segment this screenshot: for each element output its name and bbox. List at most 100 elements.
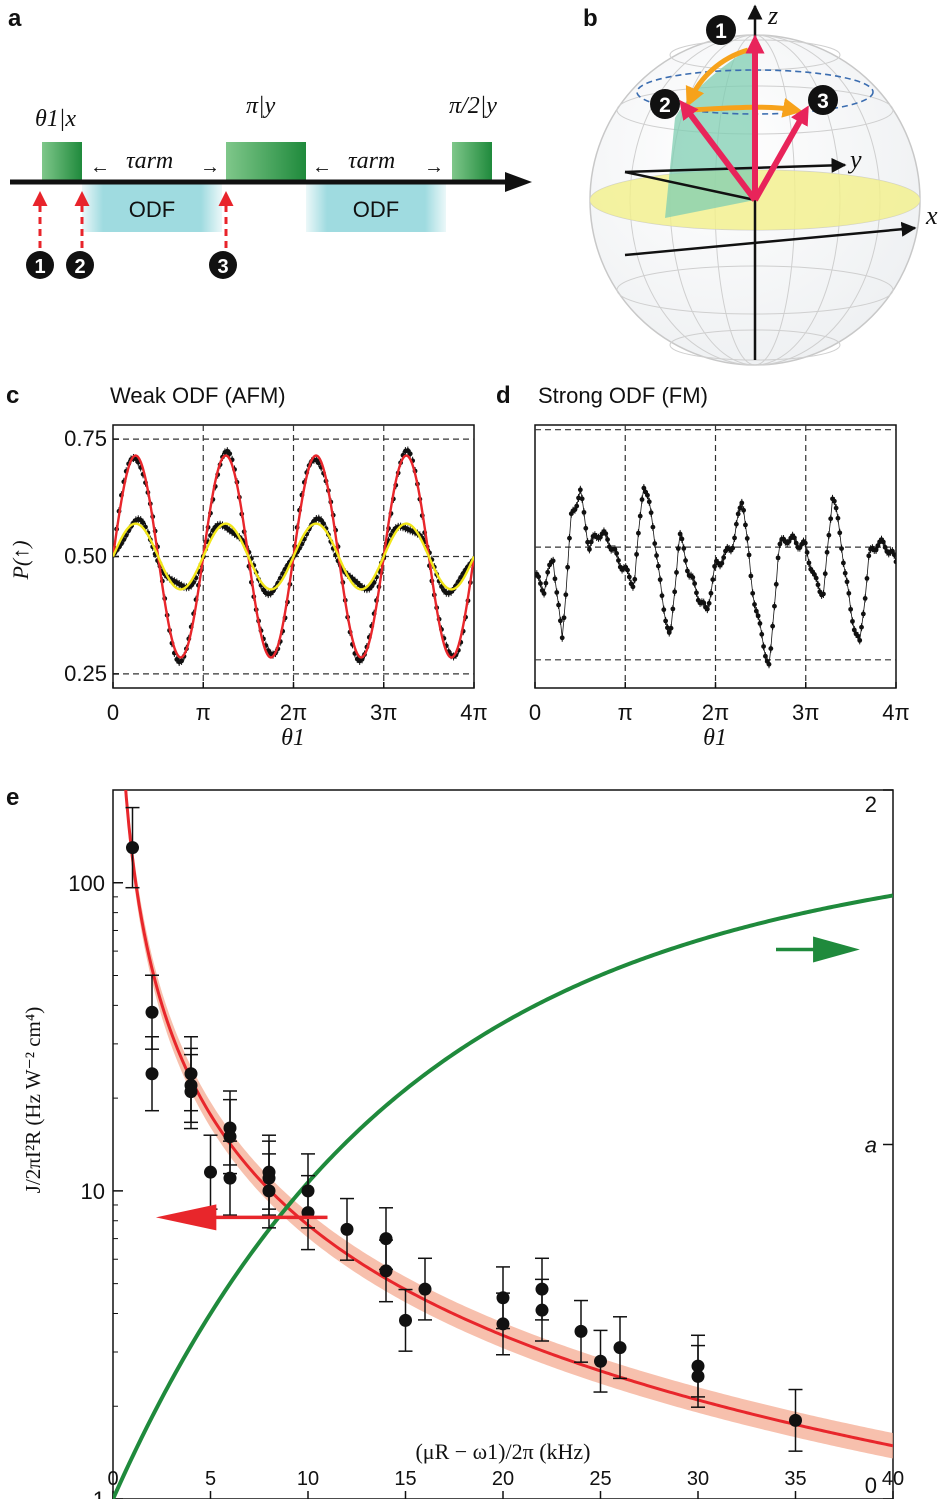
data-point [371, 580, 377, 585]
data-point [321, 521, 326, 527]
svg-text:2: 2 [74, 256, 85, 278]
y-tick-label: 0.25 [64, 661, 107, 686]
data-point [179, 658, 184, 664]
pulse-label-theta1: θ1|x [35, 106, 76, 132]
data-point [399, 1313, 412, 1327]
x-tick-label: 10 [297, 1468, 319, 1490]
odf-label-1: ODF [129, 197, 175, 222]
data-point [535, 1303, 549, 1317]
svg-text:3: 3 [817, 90, 829, 113]
pulse-label-pi: π|y [246, 93, 276, 119]
panel-e: e 1101000510152025303540(μR − ω1)/2π (kH… [6, 784, 904, 1499]
marker-badge-1: 1 [26, 251, 54, 279]
tau-label-2: τarm [348, 148, 395, 174]
data-point [318, 517, 324, 523]
panel-label-b: b [583, 5, 598, 32]
spin-vector-3 [752, 105, 809, 202]
data-point [574, 1324, 588, 1338]
data-point [379, 1264, 393, 1278]
x-tick-label: 0 [529, 700, 541, 725]
x-tick-label: 2π [702, 700, 729, 725]
panel-b: b z y x 1 [583, 1, 938, 366]
data-point [126, 841, 139, 855]
panel-d-plot [535, 484, 896, 669]
fit-curve-1 [113, 522, 474, 591]
panel-e-plot [113, 790, 893, 1499]
spin-vector-2 [679, 99, 758, 202]
tau-arrow-right-2: → [424, 156, 444, 178]
data-point [204, 1165, 217, 1179]
data-point [496, 1317, 510, 1331]
data-point [184, 1085, 198, 1099]
panel-d: d Strong ODF (FM) 0 π 2π 3π 4π θ1 [496, 382, 910, 751]
x-tick-label: π [618, 700, 633, 725]
x-axis [624, 221, 917, 257]
tau-arrow-right-1: → [200, 156, 220, 178]
panel-c-xlabel: θ1 [281, 725, 305, 751]
data-point [340, 1222, 354, 1236]
y-tick-label: 0.50 [64, 544, 107, 569]
pulse-pi-half [452, 142, 492, 180]
axis-label-x: x [925, 201, 938, 230]
data-point [691, 1369, 705, 1383]
x-tick-label: 0 [107, 1468, 118, 1490]
panel-label-d: d [496, 382, 511, 409]
time-axis-arrowhead [505, 172, 532, 192]
panel-d-title: Strong ODF (FM) [538, 383, 708, 408]
svg-text:1: 1 [715, 20, 727, 43]
bloch-marker-1: 1 [706, 15, 736, 45]
pulse-theta1 [42, 142, 82, 180]
x-tick-label: 40 [882, 1468, 904, 1490]
data-point [140, 520, 146, 526]
x-tick-label: 15 [394, 1468, 416, 1490]
data-point [369, 583, 375, 589]
fit-curve-j [124, 790, 893, 1448]
y-tick-label: 100 [68, 871, 105, 896]
x-tick-label: 25 [589, 1468, 611, 1490]
y2-tick-label: 0 [865, 1473, 877, 1498]
y-tick-label: 10 [81, 1179, 105, 1204]
data-point [227, 451, 233, 457]
svg-text:1: 1 [34, 256, 45, 278]
x-tick-label: 3π [370, 700, 397, 725]
x-tick-label: 35 [784, 1468, 806, 1490]
fit-band [124, 790, 893, 1459]
y2-tick-label: a [865, 1133, 877, 1158]
bloch-marker-2: 2 [650, 89, 680, 119]
data-point [613, 1341, 627, 1355]
panel-d-xlabel: θ1 [703, 725, 727, 751]
x-axis-label: (μR − ω1)/2π (kHz) [415, 1439, 590, 1464]
x-tick-label: 5 [205, 1468, 216, 1490]
tau-arrow-left-2: ← [312, 156, 332, 178]
marker-badge-2: 2 [66, 251, 94, 279]
odf-block-2 [306, 184, 446, 232]
data-point [145, 1005, 159, 1019]
data-point [145, 1067, 159, 1081]
x-tick-label: 4π [460, 700, 487, 725]
svg-text:2: 2 [659, 94, 671, 117]
data-point [789, 1413, 802, 1427]
panel-label-e: e [6, 784, 19, 811]
path-arrow-1-2 [685, 47, 749, 108]
axis-label-y: y [847, 145, 862, 174]
y-axis [624, 157, 847, 174]
panel-c-ticks: 0 π 2π 3π 4π 0.25 0.50 0.75 [64, 426, 488, 725]
left-axis-arrow-head [155, 1204, 217, 1231]
data-trace [535, 486, 896, 666]
axis-label-z: z [767, 1, 778, 30]
panel-a: a ODF ODF θ1|x π|y π/2|y ← τarm → ← τarm… [8, 5, 532, 279]
fit-curve-a [113, 893, 893, 1499]
x-tick-label: 2π [280, 700, 307, 725]
data-point [223, 1171, 237, 1185]
data-point [210, 528, 216, 533]
data-point [458, 574, 464, 580]
panel-c-ylabel: P(↑) [8, 540, 33, 580]
bloch-marker-3: 3 [808, 85, 838, 115]
tau-label-1: τarm [126, 148, 173, 174]
x-tick-label: 20 [492, 1468, 514, 1490]
svg-text:3: 3 [217, 256, 228, 278]
data-point [418, 1282, 432, 1296]
y2-tick-label: 2 [865, 792, 877, 817]
y-tick-label: 0.75 [64, 426, 107, 451]
